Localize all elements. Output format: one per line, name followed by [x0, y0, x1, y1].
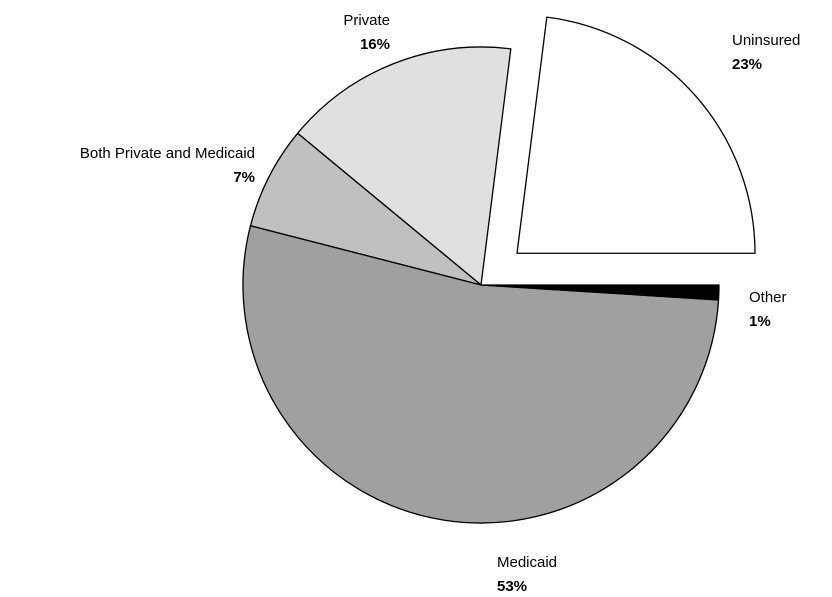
slice-value-medicaid: 53% — [497, 578, 527, 595]
slice-label-medicaid: Medicaid — [497, 554, 557, 571]
slice-label-private: Private — [343, 12, 390, 29]
pie-slice-both-private-and-medicaid — [249, 132, 482, 286]
pie-labels: Uninsured 23% Private 16% Both Private a… — [80, 12, 800, 595]
slice-value-both: 7% — [233, 169, 255, 186]
pie-slice-private — [296, 46, 512, 286]
slice-value-uninsured: 23% — [732, 56, 762, 73]
slice-label-uninsured: Uninsured — [732, 32, 800, 49]
slice-value-other: 1% — [749, 313, 771, 330]
pie-slice-uninsured — [516, 16, 756, 254]
pie-slices — [242, 16, 756, 524]
slice-label-other: Other — [749, 289, 787, 306]
pie-slice-other — [480, 284, 720, 301]
slice-label-both: Both Private and Medicaid — [80, 145, 255, 162]
pie-slice-medicaid — [242, 225, 720, 524]
slice-value-private: 16% — [360, 36, 390, 53]
